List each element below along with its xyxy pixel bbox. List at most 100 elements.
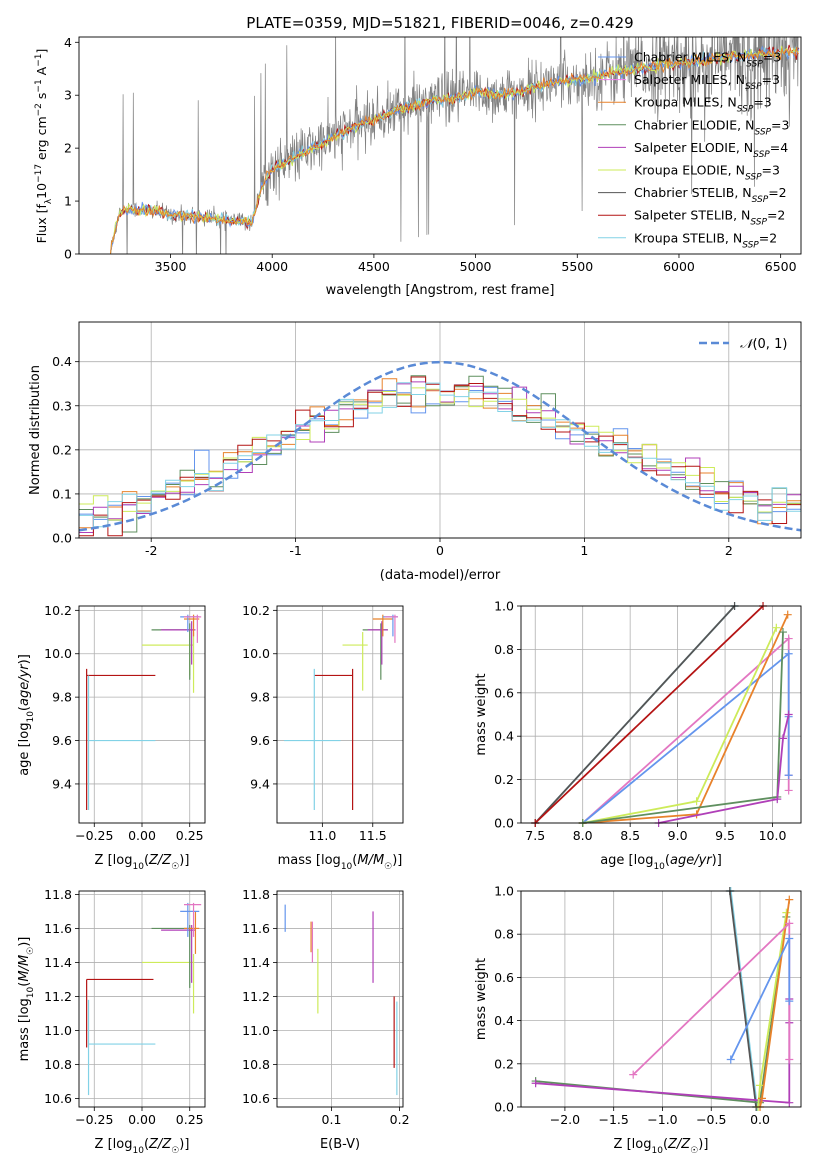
legend-label: Kroupa ELODIE, NSSP=3: [634, 163, 780, 183]
y-tick-label: 1.0: [494, 599, 514, 614]
x-tick-label: 4500: [358, 259, 390, 274]
y-axis-label: age [log10(age/yr)]: [17, 654, 36, 776]
legend-label: Chabrier STELIB, NSSP=2: [634, 185, 787, 205]
legend-label: Kroupa MILES, NSSP=3: [634, 95, 772, 115]
x-axis-label: Z [log10(Z/Z☉)]: [95, 1137, 190, 1156]
y-tick-label: 4: [64, 35, 72, 50]
y-axis-label: mass weight: [474, 958, 489, 1040]
y-tick-label: 10.8: [242, 1057, 270, 1072]
weight-marker: [785, 934, 794, 943]
weight-marker: [785, 895, 794, 904]
weight-line: [582, 614, 789, 824]
y-tick-label: 0.2: [494, 772, 514, 787]
y-axis-label: mass [log10(M/M☉)]: [17, 937, 36, 1062]
spectrum-panel: 3500 4000 4500 5000 5500 6000 6500 0 1 2 3 4 wavelen…: [34, 35, 802, 298]
y-tick-label: 9.4: [250, 776, 270, 791]
y-tick-label: 9.8: [250, 690, 270, 705]
x-tick-label: 0.25: [176, 1112, 204, 1127]
plot-area: [284, 904, 398, 1096]
x-tick-label: −0.25: [75, 828, 113, 843]
weight-marker: [756, 1081, 765, 1090]
x-tick-label: 9.0: [668, 828, 688, 843]
y-tick-label: 10.2: [44, 603, 72, 618]
legend-label: Salpeter ELODIE, NSSP=4: [634, 140, 788, 160]
weight-vs-z-panel: −2.0 −1.5 −1.0 −0.5 0.0 0.0 0.2 0.4 0.6 0.8 1.0 Z […: [474, 884, 802, 1156]
x-tick-label: 0.0: [750, 1112, 770, 1127]
y-tick-label: 11.4: [242, 955, 270, 970]
y-axis-label: Flux [fλ10−17 erg cm−2 s−1 A−1]: [34, 49, 54, 244]
plot-area: [110, 37, 800, 254]
x-axis-label: Z [log10(Z/Z☉)]: [614, 1137, 709, 1156]
gaussian-curve: [79, 360, 801, 532]
x-tick-label: 0.1: [322, 1112, 342, 1127]
axes-frame: [78, 36, 802, 255]
x-tick-label: 0: [436, 543, 444, 558]
x-tick-label: 6500: [765, 259, 797, 274]
y-tick-label: 10.2: [242, 603, 270, 618]
y-tick-label: 0.0: [494, 816, 514, 831]
y-tick-label: 0.1: [52, 486, 72, 501]
y-tick-label: 2: [64, 141, 72, 156]
age-vs-mass-panel: 11.0 11.5 9.4 9.6 9.8 10.0 10.2 mass [log10(M/M…: [242, 603, 404, 872]
x-tick-label: −1.0: [647, 1112, 677, 1127]
weight-marker: [785, 1055, 794, 1064]
axes-frame: [78, 321, 802, 539]
y-tick-label: 11.0: [44, 1023, 72, 1038]
y-tick-label: 11.0: [242, 1023, 270, 1038]
weight-marker: [778, 628, 787, 637]
x-axis-label: Z [log10(Z/Z☉)]: [95, 853, 190, 872]
weight-marker: [757, 1094, 766, 1103]
x-tick-label: 11.0: [308, 828, 336, 843]
y-tick-label: 10.6: [242, 1091, 270, 1106]
x-tick-label: -1: [289, 543, 301, 558]
weight-marker: [531, 1079, 540, 1088]
weight-marker: [784, 771, 793, 780]
weight-line: [728, 890, 757, 1108]
figure-title: PLATE=0359, MJD=51821, FIBERID=0046, z=0…: [246, 14, 633, 32]
x-tick-label: 1: [580, 543, 588, 558]
residuals-panel: -2 -1 0 1 2 0.0 0.1 0.2 0.3 0.4 (data-model)/error…: [28, 321, 802, 583]
x-tick-label: −2.0: [550, 1112, 580, 1127]
weight-marker: [784, 649, 793, 658]
x-axis-label: (data-model)/error: [380, 568, 501, 583]
y-tick-label: 0.4: [494, 1013, 514, 1028]
plot-area: [79, 360, 801, 537]
axes-frame: [78, 605, 206, 824]
y-tick-label: 0.8: [494, 642, 514, 657]
y-tick-label: 0.2: [52, 442, 72, 457]
weight-marker: [773, 795, 782, 804]
weight-vs-age-panel: 7.5 8.0 8.5 9.0 9.5 10.0 0.0 0.2 0.4 0.6 0.8 1.0 age…: [474, 599, 802, 872]
y-tick-label: 3: [64, 88, 72, 103]
y-tick-label: 10.6: [44, 1091, 72, 1106]
y-tick-label: 11.2: [242, 989, 270, 1004]
weight-line: [582, 631, 784, 824]
axes-frame: [78, 890, 206, 1108]
weight-marker: [785, 1098, 794, 1107]
weight-line: [658, 714, 790, 824]
x-tick-label: 8.5: [620, 828, 640, 843]
legend-label: Chabrier MILES, NSSP=3: [634, 50, 781, 70]
x-tick-label: −0.25: [75, 1112, 113, 1127]
y-tick-label: 9.4: [52, 776, 72, 791]
weight-marker: [785, 997, 794, 1006]
legend-label: 𝒩(0, 1): [740, 337, 787, 352]
y-tick-label: 9.8: [52, 690, 72, 705]
x-tick-label: −1.5: [599, 1112, 629, 1127]
y-tick-label: 1: [64, 194, 72, 209]
weight-line: [535, 916, 788, 1104]
x-tick-label: 0.00: [128, 1112, 156, 1127]
y-tick-label: 0.0: [52, 531, 72, 546]
x-tick-label: 10.0: [759, 828, 787, 843]
weight-line: [757, 912, 788, 1108]
x-axis-label: mass [log10(M/M☉)]: [278, 853, 403, 872]
y-tick-label: 11.6: [44, 921, 72, 936]
plot-area: [86, 902, 202, 1096]
axes-frame: [276, 605, 404, 824]
y-tick-label: 0.4: [52, 354, 72, 369]
y-tick-label: 11.8: [44, 887, 72, 902]
y-tick-label: 11.2: [44, 989, 72, 1004]
x-tick-label: 9.5: [715, 828, 735, 843]
y-tick-label: 0.4: [494, 729, 514, 744]
x-axis-label: age [log10(age/yr)]: [600, 853, 722, 872]
